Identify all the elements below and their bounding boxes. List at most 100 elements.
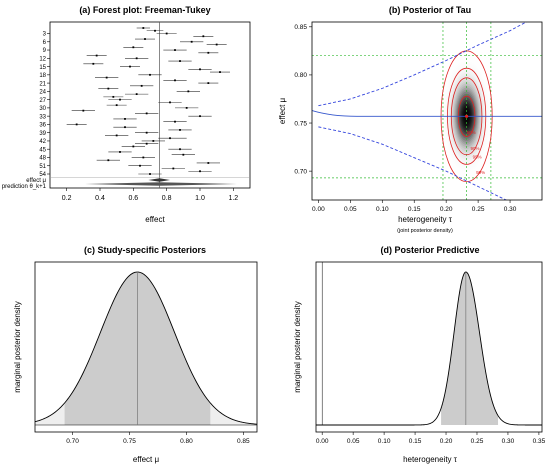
panel-a-xlabel: effect [145,215,165,224]
y-tick-label: 36 [39,123,46,129]
study-point [139,164,141,167]
prediction-band-line [318,126,508,200]
panel-b: 50% 90% 95% 99% 0.00 0.05 0.10 0.15 0.20 0.25 0.3… [278,21,543,234]
panel-d-xlabel: heterogeneity τ [403,455,458,464]
x-tick-label: 0.00 [316,438,329,445]
panel-b-xlabel: heterogeneity τ [398,215,453,224]
study-point [124,118,126,120]
density-curve [316,271,543,426]
x-tick-label: 0.20 [440,438,453,445]
x-tick-label: 0.35 [533,438,546,445]
study-point [140,84,143,87]
panel-a-studies [66,22,230,188]
panel-a-frame [49,21,251,189]
panel-d-title: (d) Posterior Predictive [380,245,479,255]
panel-a-title: (a) Forest plot: Freeman-Tukey [79,5,210,15]
study-point [199,68,201,71]
panel-c-xlabel: effect μ [133,455,160,464]
study-point [132,46,135,49]
study-point [174,79,176,82]
y-tick-label: 12 [39,57,46,63]
study-point [119,151,121,153]
panel-b-title: (b) Posterior of Tau [389,5,471,15]
study-point [142,27,145,29]
contour-label: 90% [471,146,480,151]
study-point [190,40,193,43]
study-point [105,76,108,79]
x-tick-label: 0.05 [344,206,357,213]
study-point [174,49,176,51]
x-tick-label: 0.15 [409,438,422,445]
x-tick-label: 0.70 [66,438,79,445]
x-tick-label: 0.85 [237,438,250,445]
x-tick-label: 0.10 [378,438,391,445]
x-tick-label: 0.05 [347,438,360,445]
study-point [219,71,221,73]
y-tick-label: 0.80 [294,72,307,79]
panel-b-ticks: 0.00 0.05 0.10 0.15 0.20 0.25 0.30 0.70 0.75 0.80… [294,24,516,213]
panel-a-x-ticks: 0.2 0.4 0.6 0.8 1.0 1.2 [62,188,238,202]
x-tick-label: 0.20 [440,206,453,213]
study-point [119,98,121,101]
y-tick-label: 18 [39,73,46,79]
panel-d: 0.00 0.05 0.10 0.15 0.20 0.25 0.30 0.35 heterog… [293,261,546,464]
prediction-label: prediction θ_k+1 [2,184,47,190]
x-tick-label: 1.0 [195,195,205,202]
study-point [107,87,110,90]
prediction-diamond [85,182,237,186]
y-tick-label: 15 [39,65,46,71]
x-tick-label: 0.00 [312,206,325,213]
panel-d-ylabel: marginal posterior density [293,301,302,393]
study-point [202,35,205,38]
mode-point [465,114,469,118]
panel-c-frame [34,261,258,433]
study-point [207,82,210,84]
x-tick-label: 0.15 [408,206,421,213]
y-tick-label: 39 [39,131,46,137]
study-point [207,162,210,164]
y-tick-label: 0.75 [294,120,307,127]
study-point [145,112,148,115]
panel-b-frame [311,21,543,201]
y-tick-label: 51 [39,164,46,170]
x-tick-label: 0.30 [502,438,515,445]
study-point [169,137,171,140]
study-point [169,101,171,104]
y-tick-label: 48 [39,156,46,162]
y-tick-label: 42 [39,139,46,145]
panel-d-plot [316,262,543,426]
study-point [115,104,118,107]
y-tick-label: 45 [39,147,46,153]
prediction-band-line [318,22,528,107]
study-point [129,65,131,68]
study-point [185,106,188,109]
density-curve [34,271,258,425]
credible-area [441,272,499,425]
y-tick-label: 0.85 [294,24,307,31]
y-tick-label: 3 [43,32,47,38]
study-point [187,90,190,93]
panel-b-xsub: (joint posterior density) [397,228,453,234]
panel-c-ticks: 0.70 0.75 0.80 0.85 [66,432,250,445]
panel-a: 0.2 0.4 0.6 0.8 1.0 1.2 369121518212427303336… [2,21,251,224]
study-point [144,38,146,40]
panel-d-frame [315,261,543,433]
study-point [124,126,126,129]
study-point [165,32,168,35]
study-point [207,51,210,54]
study-point [145,131,148,134]
x-tick-label: 0.4 [95,195,105,202]
y-tick-label: 27 [39,98,46,104]
panel-d-ticks: 0.00 0.05 0.10 0.15 0.20 0.25 0.30 0.35 [316,432,546,445]
study-point [92,62,95,65]
study-point [135,57,138,60]
study-point [215,43,218,46]
study-point [182,153,185,156]
study-point [132,145,135,148]
y-tick-label: 54 [39,172,46,178]
study-point [154,29,156,32]
y-tick-label: 6 [43,40,47,46]
